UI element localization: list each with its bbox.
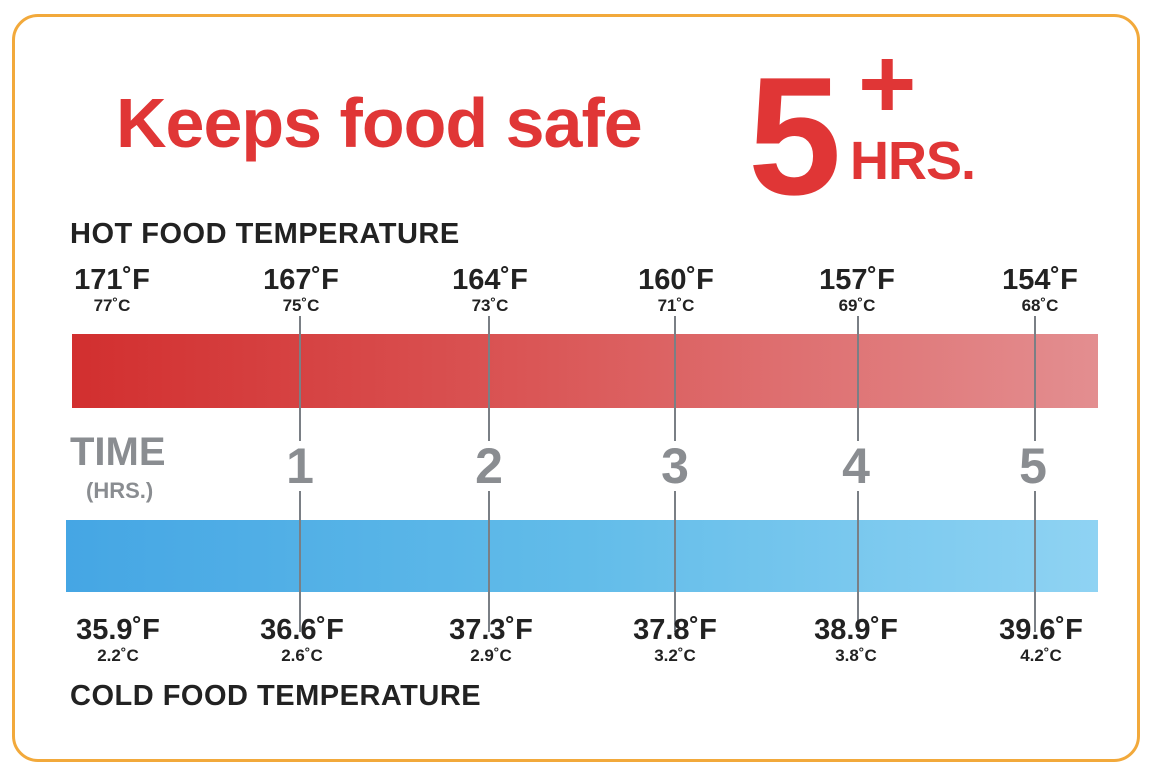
hour-5-label: 5	[1003, 441, 1063, 491]
hour-1-label: 1	[270, 441, 330, 491]
hot-reading-4: 157˚F 69˚C	[797, 264, 917, 315]
cold-reading-0-f: 35.9˚F	[76, 614, 160, 646]
cold-reading-5: 39.6˚F 4.2˚C	[971, 614, 1111, 665]
cold-reading-4: 38.9˚F 3.8˚C	[786, 614, 926, 665]
hot-reading-4-f: 157˚F	[819, 264, 895, 296]
hot-reading-2-c: 73˚C	[471, 296, 509, 315]
cold-reading-2-c: 2.9˚C	[470, 646, 512, 665]
hot-reading-0: 171˚F 77˚C	[52, 264, 172, 315]
hot-reading-2-f: 164˚F	[452, 264, 528, 296]
hot-reading-5-f: 154˚F	[1002, 264, 1078, 296]
hour-3-label: 3	[645, 441, 705, 491]
time-label: TIME	[70, 430, 166, 474]
cold-reading-3-f: 37.8˚F	[633, 614, 717, 646]
cold-reading-2: 37.3˚F 2.9˚C	[421, 614, 561, 665]
cold-reading-4-f: 38.9˚F	[814, 614, 898, 646]
cold-reading-2-f: 37.3˚F	[449, 614, 533, 646]
hot-reading-0-c: 77˚C	[93, 296, 131, 315]
hot-reading-4-c: 69˚C	[838, 296, 876, 315]
hour-4-label: 4	[826, 441, 886, 491]
cold-reading-5-c: 4.2˚C	[1020, 646, 1062, 665]
cold-reading-1-c: 2.6˚C	[281, 646, 323, 665]
cold-reading-4-c: 3.8˚C	[835, 646, 877, 665]
cold-reading-3: 37.8˚F 3.2˚C	[605, 614, 745, 665]
hot-food-title: HOT FOOD TEMPERATURE	[70, 218, 460, 250]
headline: Keeps food safe	[116, 84, 643, 162]
hot-reading-0-f: 171˚F	[74, 264, 150, 296]
hot-reading-1-c: 75˚C	[282, 296, 320, 315]
hot-reading-3-f: 160˚F	[638, 264, 714, 296]
hot-temperature-bar	[72, 334, 1098, 408]
cold-reading-1-f: 36.6˚F	[260, 614, 344, 646]
hot-reading-3: 160˚F 71˚C	[616, 264, 736, 315]
cold-reading-3-c: 3.2˚C	[654, 646, 696, 665]
cold-reading-1: 36.6˚F 2.6˚C	[232, 614, 372, 665]
hour-2-label: 2	[459, 441, 519, 491]
hours-number: 5	[748, 42, 841, 230]
hot-reading-2: 164˚F 73˚C	[430, 264, 550, 315]
hot-reading-1: 167˚F 75˚C	[241, 264, 361, 315]
cold-reading-0: 35.9˚F 2.2˚C	[48, 614, 188, 665]
cold-reading-5-f: 39.6˚F	[999, 614, 1083, 646]
cold-reading-0-c: 2.2˚C	[97, 646, 139, 665]
plus-sign: +	[858, 28, 917, 140]
time-unit-label: (HRS.)	[86, 478, 154, 503]
hot-reading-1-f: 167˚F	[263, 264, 339, 296]
cold-temperature-bar	[66, 520, 1098, 592]
hot-reading-5-c: 68˚C	[1021, 296, 1059, 315]
hours-unit: HRS.	[850, 131, 976, 191]
hot-reading-5: 154˚F 68˚C	[980, 264, 1100, 315]
cold-food-title: COLD FOOD TEMPERATURE	[70, 680, 482, 712]
hot-reading-3-c: 71˚C	[657, 296, 695, 315]
